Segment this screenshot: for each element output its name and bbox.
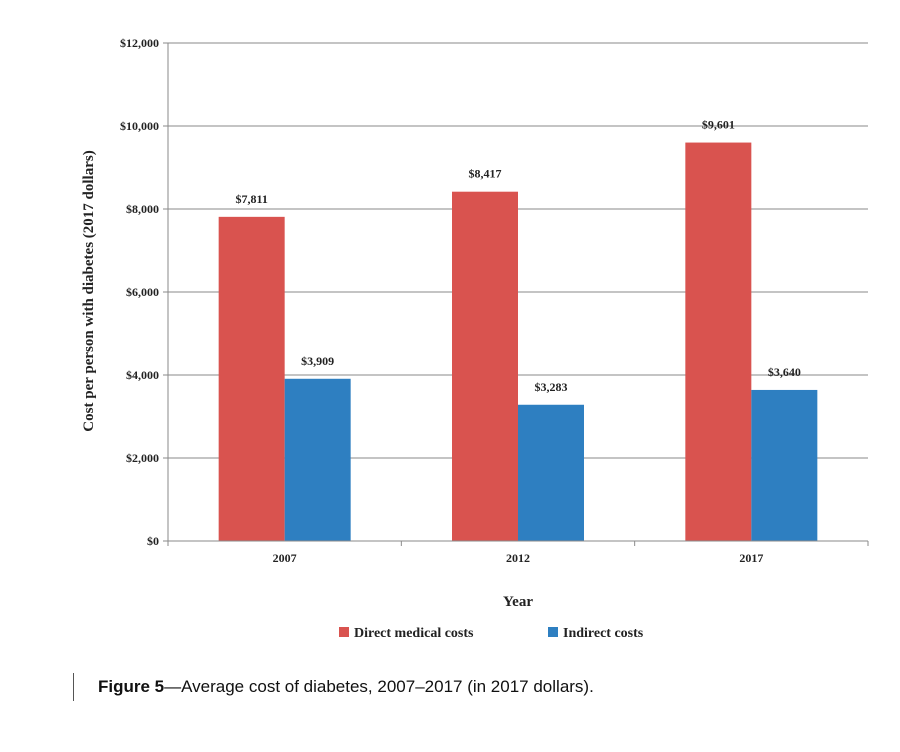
y-tick-label: $12,000	[120, 36, 159, 50]
bar-direct-2012	[452, 191, 518, 541]
y-tick-label: $10,000	[120, 119, 159, 133]
y-axis-ticks: $0 $2,000 $4,000 $6,000 $8,000 $10,000 $12,000	[120, 36, 168, 548]
data-label: $7,811	[235, 192, 267, 206]
data-label: $3,640	[768, 365, 801, 379]
data-label: $8,417	[469, 167, 502, 181]
bar-indirect-2012	[518, 404, 584, 541]
axes	[167, 43, 868, 542]
bar-direct-2007	[218, 216, 285, 541]
figure-caption: Figure 5—Average cost of diabetes, 2007–…	[73, 673, 594, 701]
y-axis-label: Cost per person with diabetes (2017 doll…	[81, 150, 97, 431]
y-tick-label: $6,000	[126, 285, 159, 299]
figure-caption-text: —Average cost of diabetes, 2007–2017 (in…	[164, 677, 594, 696]
legend: Direct medical costs Indirect costs	[339, 626, 644, 641]
y-tick-label: $4,000	[126, 368, 159, 382]
y-tick-label: $0	[147, 534, 159, 548]
bars: $7,811 $3,909 $8,417 $3,283 $9,601 $3,640	[218, 118, 818, 541]
x-axis-ticks: 2007 2012 2017	[167, 541, 869, 565]
data-label: $3,909	[301, 354, 334, 368]
x-tick-label: 2012	[506, 551, 530, 565]
chart-area: $0 $2,000 $4,000 $6,000 $8,000 $10,000 $12,000…	[81, 36, 869, 641]
figure-label: Figure 5	[98, 677, 165, 696]
legend-label-indirect: Indirect costs	[563, 626, 644, 641]
data-label: $9,601	[702, 118, 735, 132]
legend-swatch-indirect	[548, 627, 558, 637]
y-tick-label: $2,000	[126, 451, 159, 465]
legend-label-direct: Direct medical costs	[354, 626, 474, 641]
data-label: $3,283	[535, 380, 568, 394]
bar-direct-2017	[685, 142, 752, 541]
y-tick-label: $8,000	[126, 202, 159, 216]
x-tick-label: 2017	[739, 551, 763, 565]
legend-swatch-direct	[339, 627, 349, 637]
bar-indirect-2007	[284, 378, 351, 541]
x-tick-label: 2007	[273, 551, 297, 565]
bar-indirect-2017	[751, 389, 818, 541]
bar-chart: $0 $2,000 $4,000 $6,000 $8,000 $10,000 $12,000…	[81, 36, 869, 641]
x-axis-label: Year	[503, 594, 533, 610]
